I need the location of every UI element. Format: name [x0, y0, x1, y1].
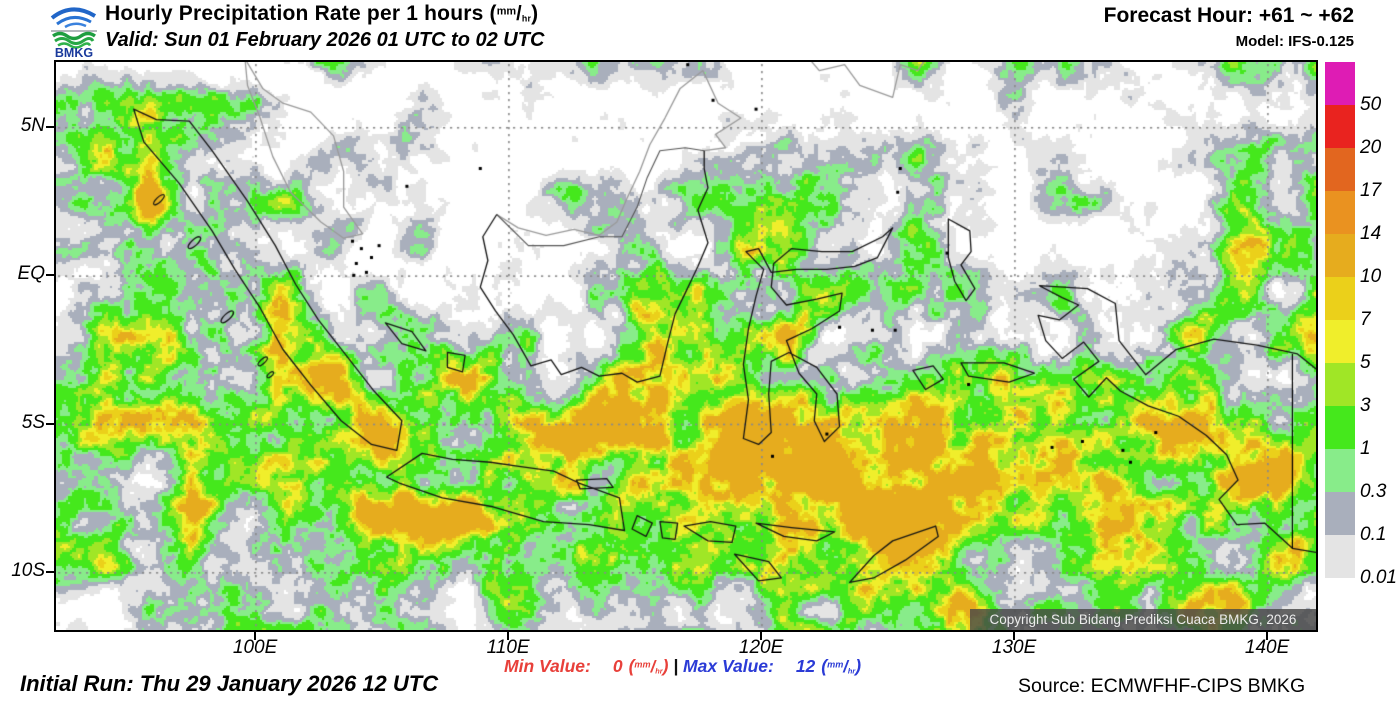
map-frame: Copyright Sub Bidang Prediksi Cuaca BMKG…: [54, 60, 1318, 632]
min-label-text: Min Value:: [504, 656, 591, 676]
lon-axis-label: 120E: [738, 637, 784, 658]
colorbar-segment: [1325, 234, 1355, 277]
logo-cloud-arc: [50, 7, 97, 20]
lon-tick: [760, 632, 763, 640]
unit-slash: /: [516, 3, 522, 25]
colorbar-segment: [1325, 535, 1355, 578]
precipitation-map-canvas: [56, 62, 1316, 630]
colorbar-segment: [1325, 363, 1355, 406]
logo-cloud-arc: [64, 22, 87, 29]
logo-wave: [52, 31, 96, 41]
colorbar-segment: [1325, 449, 1355, 492]
unit-denominator: hr: [655, 666, 663, 676]
lat-tick: [46, 274, 54, 277]
page-title-close: ): [531, 2, 539, 25]
unit-slash: /: [843, 657, 848, 676]
valid-time-label: Valid: Sun 01 February 2026 01 UTC to 02…: [105, 29, 545, 51]
colorbar-segment: [1325, 191, 1355, 234]
unit-slash: /: [650, 657, 656, 676]
max-unit: (mm/hr): [821, 656, 862, 676]
lon-axis-label: 140E: [1244, 637, 1290, 658]
colorbar-label: 17: [1360, 180, 1382, 201]
unit-numerator: mm: [827, 659, 844, 670]
colorbar-label: 1: [1360, 438, 1371, 459]
lat-tick: [46, 125, 54, 128]
min-unit: (mm/hr): [628, 656, 669, 676]
colorbar-label: 0.01: [1360, 567, 1397, 588]
unit-numerator: mm: [634, 659, 651, 670]
logo-wave: [57, 42, 92, 49]
forecast-hour-label: Forecast Hour: +61 ~ +62: [1103, 4, 1354, 27]
separator-glyph: |: [673, 656, 679, 676]
colorbar-label: 14: [1360, 223, 1382, 244]
lon-axis-label: 100E: [232, 637, 278, 658]
max-value-label: Max Value: 12 (mm/hr): [683, 656, 861, 676]
colorbar-label: 20: [1360, 137, 1382, 158]
colorbar-segment: [1325, 62, 1355, 105]
lat-axis-label: 5S: [21, 411, 45, 433]
lat-axis-label: 5N: [20, 114, 45, 136]
unit-denominator: hr: [847, 666, 856, 676]
logo-cloud-arc: [56, 16, 92, 26]
logo-text: BMKG: [55, 46, 93, 58]
colorbar-label: 0.1: [1360, 524, 1387, 545]
lon-axis-label: 110E: [486, 637, 530, 658]
colorbar-segment: [1325, 105, 1355, 148]
colorbar-label: 7: [1360, 309, 1371, 330]
colorbar-label: 3: [1360, 395, 1371, 416]
lat-axis-label: EQ: [17, 263, 45, 285]
colorbar-label: 0.3: [1360, 481, 1387, 502]
logo-wave: [54, 37, 95, 45]
model-label: Model: IFS-0.125: [1235, 33, 1354, 50]
min-value-label: Min Value: 0 (mm/hr): [504, 656, 668, 676]
min-max-value-line: Min Value: 0 (mm/hr) | Max Value: 12 (mm/hr): [504, 656, 861, 677]
lat-tick: [46, 422, 54, 425]
precipitation-colorbar: [1325, 62, 1355, 578]
lon-tick: [507, 632, 510, 640]
source-label: Source: ECMWFHF-CIPS BMKG: [1018, 675, 1306, 697]
colorbar-label: 10: [1360, 266, 1382, 287]
minmax-separator: |: [668, 656, 683, 676]
lon-tick: [1266, 632, 1269, 640]
lon-tick: [1013, 632, 1016, 640]
colorbar-segment: [1325, 148, 1355, 191]
max-label-text: Max Value:: [683, 656, 774, 676]
lat-axis-label: 10S: [11, 560, 45, 582]
colorbar-segment: [1325, 492, 1355, 535]
bmkg-logo-icon: BMKG: [50, 7, 97, 58]
colorbar-segment: [1325, 320, 1355, 363]
colorbar-label: 5: [1360, 352, 1371, 373]
lon-tick: [254, 632, 257, 640]
colorbar-segment: [1325, 277, 1355, 320]
initial-run-label: Initial Run: Thu 29 January 2026 12 UTC: [20, 671, 439, 696]
colorbar-label: 50: [1360, 94, 1382, 115]
page-title: Hourly Precipitation Rate per 1 hours (m…: [105, 2, 538, 26]
unit-numerator: mm: [496, 5, 517, 18]
copyright-overlay: Copyright Sub Bidang Prediksi Cuaca BMKG…: [970, 609, 1316, 630]
colorbar-segment: [1325, 406, 1355, 449]
max-value-number: 12: [795, 656, 816, 676]
page-title-text: Hourly Precipitation Rate per 1 hours (: [105, 2, 497, 25]
unit-denominator: hr: [521, 13, 532, 24]
min-value-number: 0: [612, 656, 623, 676]
lat-tick: [46, 571, 54, 574]
lon-axis-label: 130E: [991, 637, 1037, 658]
